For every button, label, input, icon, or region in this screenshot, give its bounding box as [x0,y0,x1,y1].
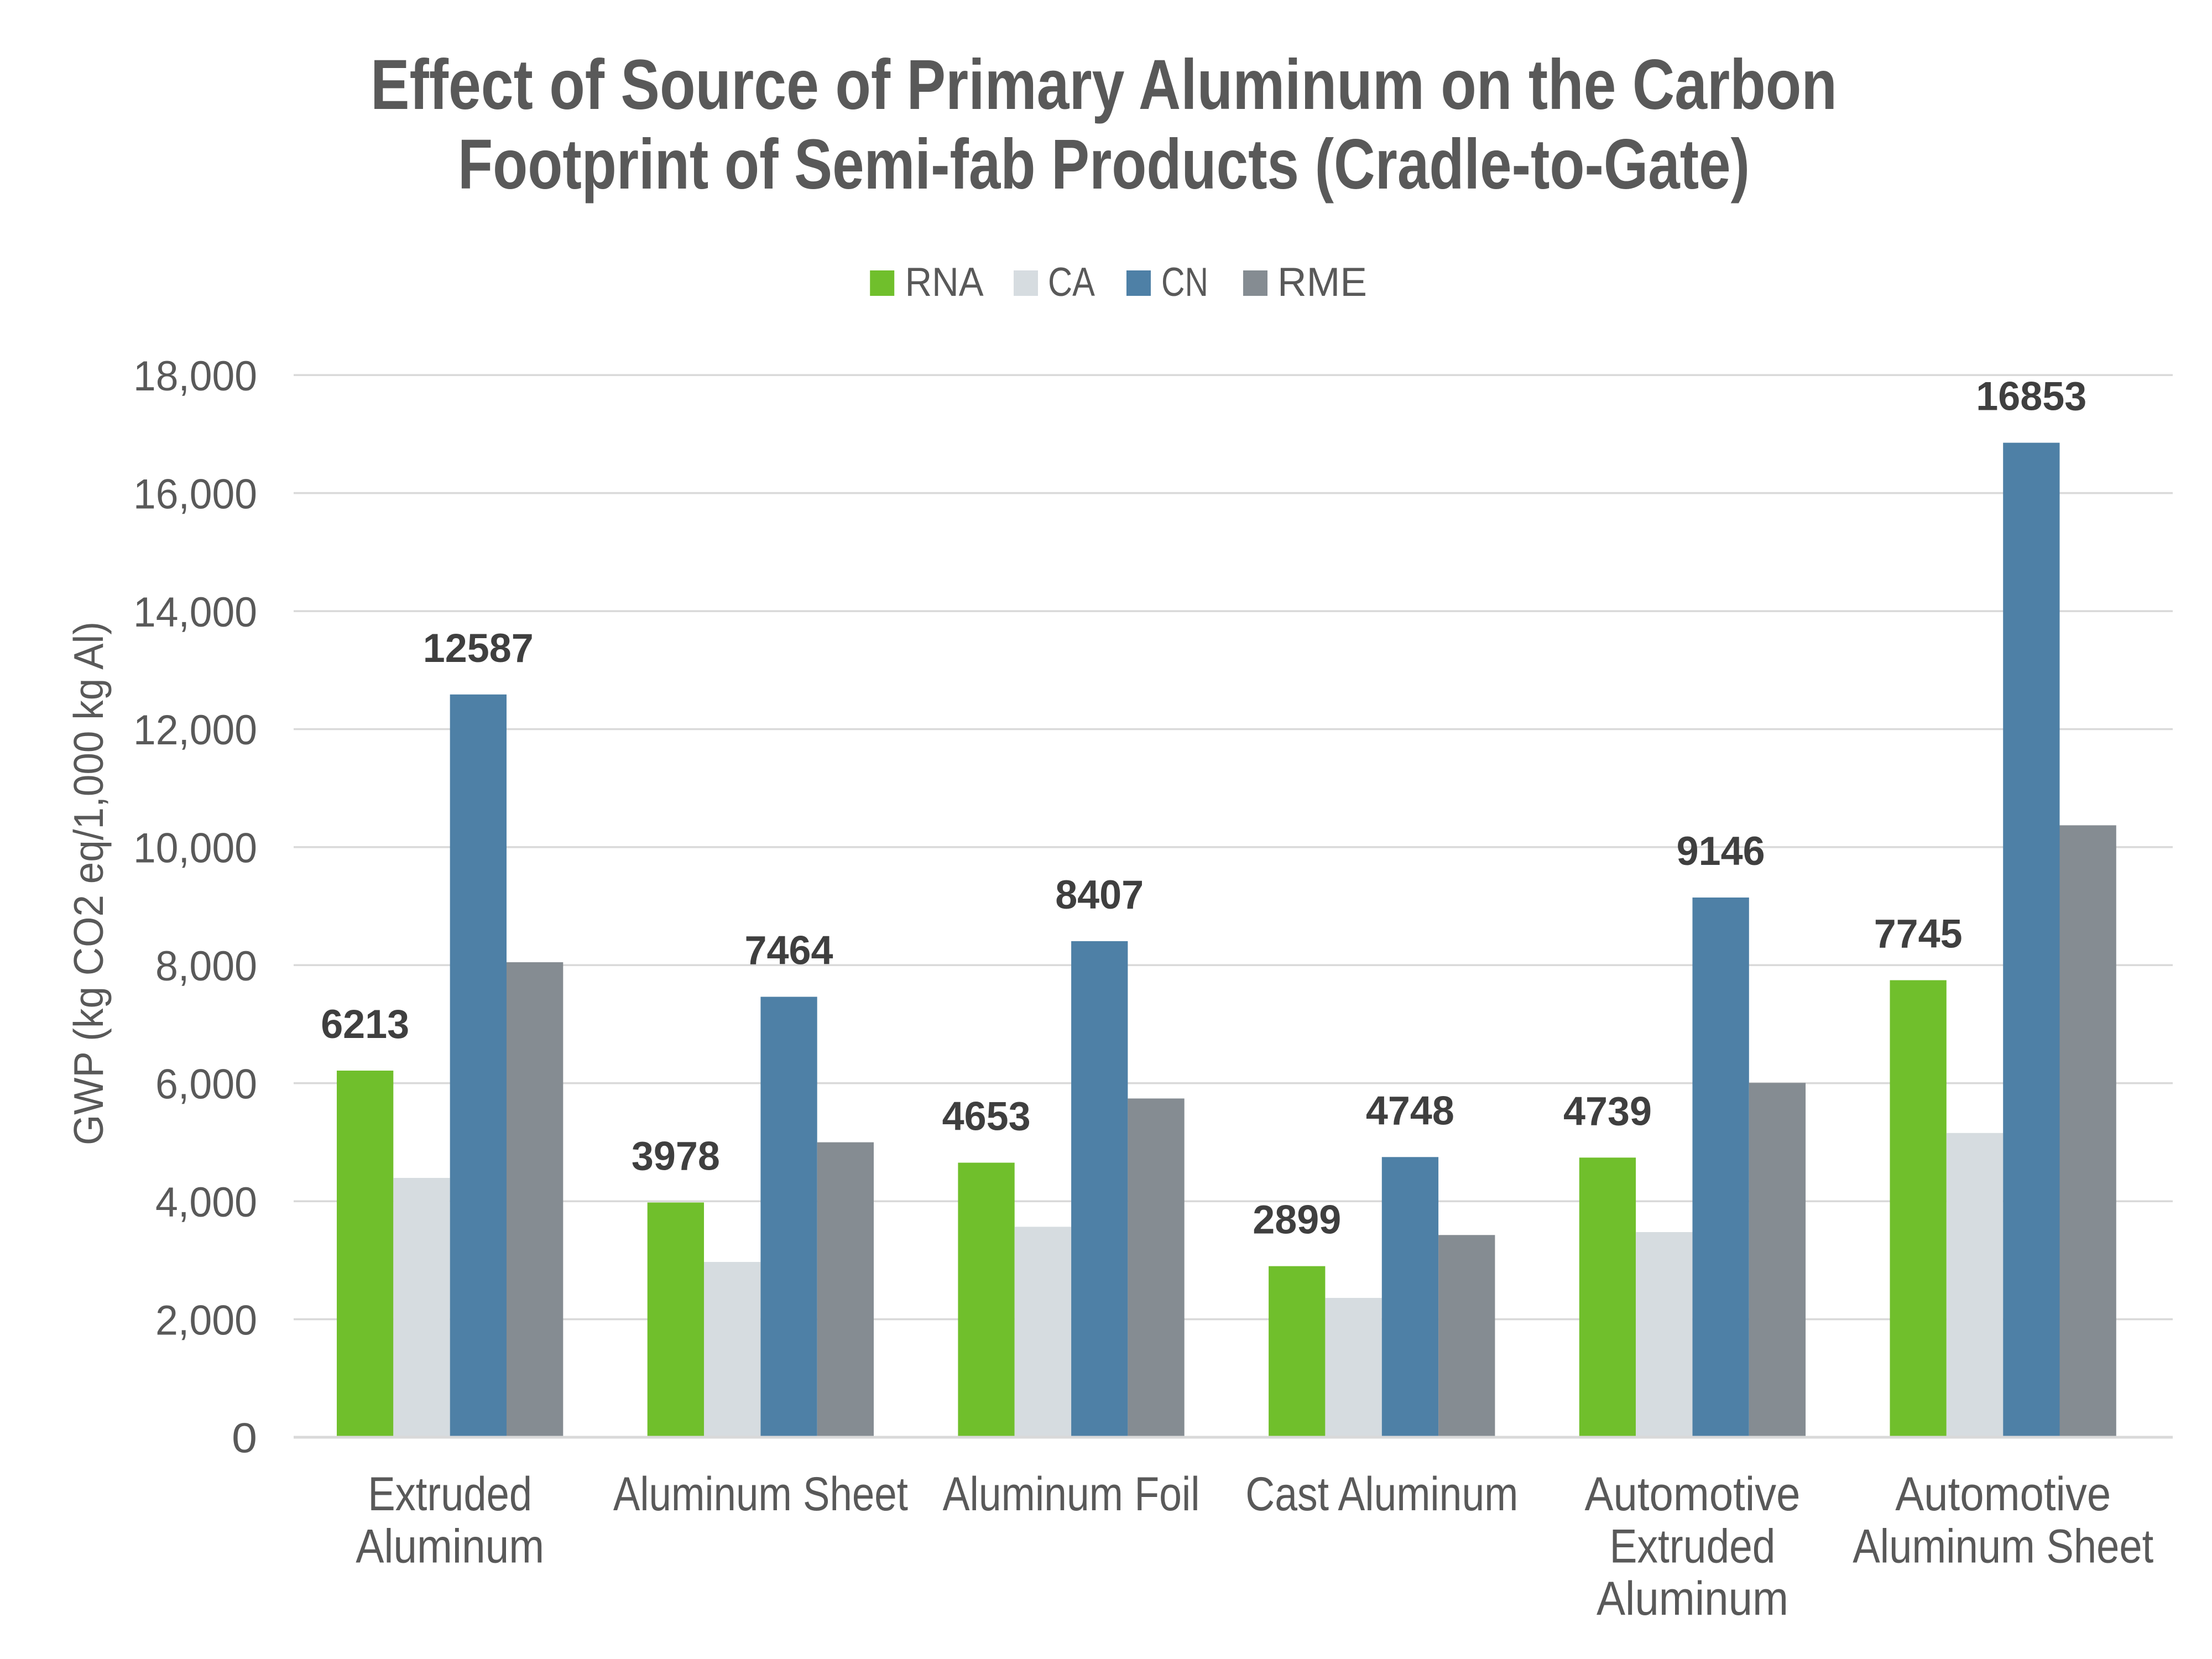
svg-text:4,000: 4,000 [155,1179,257,1226]
svg-text:Extruded: Extruded [1610,1520,1776,1573]
svg-text:12,000: 12,000 [133,707,257,754]
svg-text:Effect of Source of Primary Al: Effect of Source of Primary Aluminum on … [371,45,1837,124]
svg-text:7745: 7745 [1874,912,1963,957]
svg-text:Aluminum Sheet: Aluminum Sheet [1853,1520,2153,1573]
svg-text:4748: 4748 [1366,1088,1454,1133]
svg-text:6213: 6213 [321,1002,409,1047]
svg-text:8,000: 8,000 [155,943,257,990]
svg-text:RNA: RNA [905,260,984,305]
svg-text:9146: 9146 [1677,829,1765,874]
svg-text:Aluminum Foil: Aluminum Foil [943,1468,1200,1521]
svg-text:18,000: 18,000 [133,353,257,400]
svg-text:2,000: 2,000 [155,1297,257,1344]
svg-text:4739: 4739 [1563,1089,1652,1134]
svg-text:14,000: 14,000 [133,589,257,636]
svg-text:CA: CA [1048,260,1095,305]
svg-text:0: 0 [232,1415,257,1462]
svg-text:Aluminum Sheet: Aluminum Sheet [613,1468,908,1521]
svg-text:16853: 16853 [1976,374,2086,419]
svg-text:GWP (kg CO2 eq/1,000 kg Al): GWP (kg CO2 eq/1,000 kg Al) [65,622,112,1145]
svg-text:CN: CN [1161,260,1208,305]
svg-text:6,000: 6,000 [155,1061,257,1108]
svg-text:12587: 12587 [423,626,534,671]
svg-text:7464: 7464 [745,928,833,973]
svg-text:Aluminum: Aluminum [1597,1572,1788,1625]
svg-text:2899: 2899 [1253,1198,1341,1243]
svg-text:3978: 3978 [632,1134,720,1179]
svg-text:Aluminum: Aluminum [356,1520,544,1573]
svg-text:RME: RME [1277,260,1367,305]
svg-text:Cast Aluminum: Cast Aluminum [1245,1468,1518,1521]
svg-text:Extruded: Extruded [368,1468,532,1521]
svg-text:Automotive: Automotive [1895,1468,2111,1521]
svg-text:8407: 8407 [1055,873,1144,917]
svg-text:Automotive: Automotive [1585,1468,1801,1521]
svg-text:16,000: 16,000 [133,471,257,518]
svg-text:10,000: 10,000 [133,825,257,872]
svg-text:4653: 4653 [942,1094,1031,1139]
svg-text:Footprint of Semi-fab Products: Footprint of Semi-fab Products (Cradle-t… [458,125,1750,204]
